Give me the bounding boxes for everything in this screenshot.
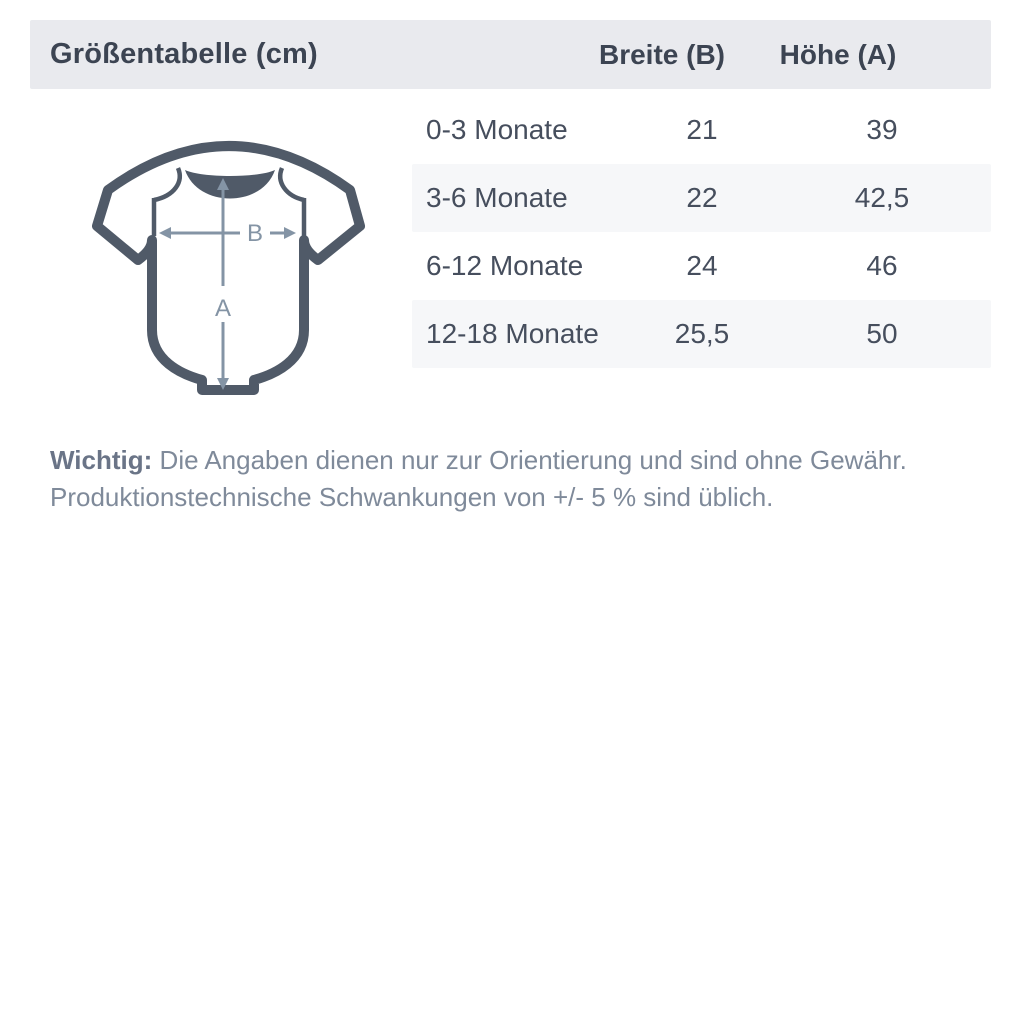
size-label: 12-18 Monate [426, 318, 599, 349]
width-value: 22 [686, 182, 718, 213]
disclaimer-note: Wichtig: Die Angaben dienen nur zur Orie… [50, 442, 980, 516]
size-table: 0-3 Monate 21 39 3-6 Monate 22 42,5 6-12… [412, 96, 991, 368]
height-value: 39 [866, 114, 898, 145]
page-title: Größentabelle (cm) [50, 38, 318, 70]
column-header-height: Höhe (A) [779, 38, 897, 70]
note-line1: Die Angaben dienen nur zur Orientierung … [152, 445, 907, 475]
size-label: 6-12 Monate [426, 250, 584, 281]
size-chart-header: Größentabelle (cm) Breite (B) Höhe (A) [30, 20, 991, 89]
width-arrow [159, 227, 296, 239]
height-value: 46 [866, 250, 898, 281]
column-header-width: Breite (B) [598, 38, 725, 70]
width-value: 24 [686, 250, 718, 281]
bodysuit-diagram: A B [92, 138, 367, 411]
size-label: 3-6 Monate [426, 182, 568, 213]
size-label: 0-3 Monate [426, 114, 568, 145]
table-row: 3-6 Monate 22 42,5 [412, 164, 991, 232]
table-row: 6-12 Monate 24 46 [412, 232, 991, 300]
bodysuit-icon: A B [92, 141, 365, 395]
note-line2: Produktionstechnische Schwankungen von +… [50, 482, 774, 512]
height-arrow [217, 178, 229, 390]
height-value: 42,5 [854, 182, 910, 213]
width-value: 25,5 [674, 318, 730, 349]
width-value: 21 [686, 114, 718, 145]
height-value: 50 [866, 318, 898, 349]
height-arrow-label: A [215, 295, 231, 322]
width-arrow-label: B [247, 220, 263, 247]
table-row: 0-3 Monate 21 39 [412, 96, 991, 164]
note-lead: Wichtig: [50, 445, 153, 475]
table-row: 12-18 Monate 25,5 50 [412, 300, 991, 368]
